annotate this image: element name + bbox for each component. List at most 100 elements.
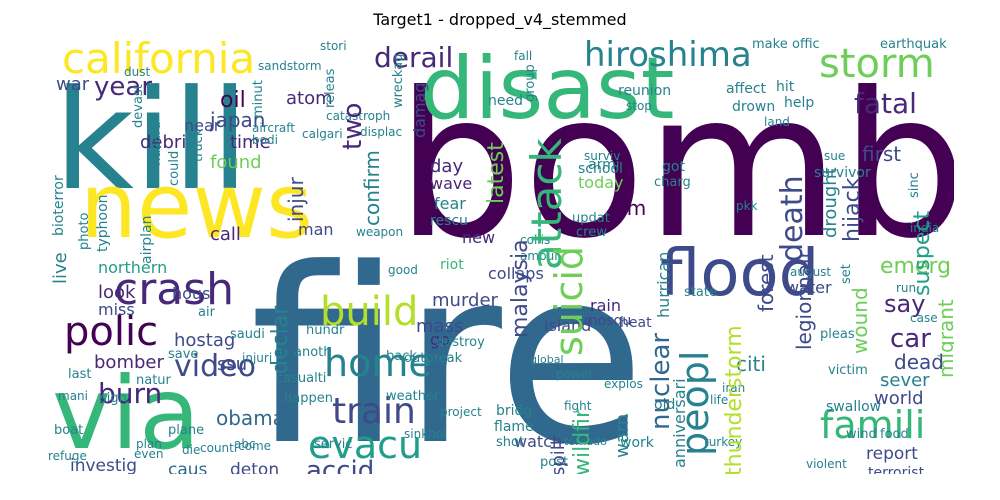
word-look: look — [98, 282, 136, 303]
word-report: report — [866, 444, 918, 464]
word-explos: explos — [604, 377, 643, 391]
word-releas: releas — [323, 68, 338, 108]
word-armi: armi — [588, 157, 620, 173]
word-hazard: hazard — [149, 121, 164, 166]
word-bridg: bridg — [496, 403, 533, 419]
word-victim: victim — [828, 363, 868, 378]
word-fire: fire — [250, 217, 646, 474]
word-california: california — [62, 38, 256, 83]
word-accid: accid — [306, 456, 375, 474]
word-fatal: fatal — [854, 87, 917, 120]
word-injur: injur — [284, 177, 308, 222]
word-kill: kill — [54, 60, 249, 221]
word-damag: damag — [410, 82, 429, 138]
word-thunderstorm: thunderstorm — [722, 325, 747, 474]
word-group: group — [523, 64, 538, 102]
word-sinc: sinc — [907, 172, 922, 198]
word-investig: investig — [70, 456, 138, 475]
word-flood: flood — [660, 237, 820, 311]
word-air: air — [198, 305, 215, 320]
word-sandstorm: sandstorm — [258, 59, 322, 73]
word-typhoon: typhoon — [95, 194, 111, 252]
word-migrant: migrant — [934, 299, 954, 378]
word-warn: warn — [612, 413, 633, 458]
word-land: land — [764, 115, 790, 129]
word-northern: northern — [98, 258, 168, 277]
word-day: day — [430, 156, 464, 177]
word-derail: derail — [374, 41, 454, 74]
word-oil: oil — [220, 88, 246, 113]
word-famili: famili — [820, 403, 926, 447]
word-go: go — [430, 330, 450, 349]
word-murder: murder — [432, 290, 498, 311]
word-counti: counti — [200, 441, 238, 455]
word-storm: storm — [819, 41, 935, 87]
word-sue: sue — [824, 149, 846, 163]
word-deton: deton — [230, 460, 280, 475]
word-latest: latest — [484, 142, 509, 204]
word-mani: mani — [58, 389, 88, 403]
word-shot: shot — [496, 435, 525, 450]
word-news: news — [80, 154, 313, 259]
word-save: save — [168, 347, 199, 362]
word-hijack: hijack — [840, 177, 865, 243]
word-wind: wind — [846, 427, 877, 442]
word-boat: boat — [54, 423, 84, 438]
word-stop: stop — [626, 99, 652, 113]
word-casualti: casualti — [276, 371, 327, 386]
word-abc: abc — [234, 437, 256, 451]
word-caus: caus — [168, 460, 208, 475]
word-weapon: weapon — [356, 225, 404, 239]
word-water: water — [786, 278, 832, 297]
word-plane: plane — [168, 423, 205, 438]
word-truck: truck — [191, 128, 206, 162]
word-live: live — [50, 252, 71, 284]
word-set: set — [839, 264, 854, 284]
word-iran: iran — [722, 381, 746, 395]
word-anniversari: anniversari — [670, 378, 689, 468]
word-stori: stori — [320, 39, 347, 53]
word-island: island — [544, 316, 592, 335]
word-affect: affect — [726, 81, 767, 97]
word-run: run — [896, 281, 917, 295]
word-call: call — [210, 224, 241, 245]
word-atom: atom — [286, 88, 333, 109]
word-legionnair: legionnair — [792, 250, 816, 350]
word-video: video — [174, 349, 256, 384]
word-drought: drought — [820, 167, 841, 238]
word-car: car — [890, 324, 931, 354]
word-time: time — [230, 132, 271, 153]
word-bioterror: bioterror — [51, 175, 67, 236]
word-refuge: refuge — [48, 449, 87, 463]
word-riot: riot — [440, 257, 464, 273]
word-watch: watch — [514, 432, 563, 451]
word-pleas: pleas — [820, 327, 855, 342]
word-happen: happen — [284, 391, 333, 406]
word-could: could — [167, 150, 182, 186]
word-fear: fear — [434, 194, 466, 213]
word-train: train — [332, 391, 416, 432]
word-forest: forest — [754, 254, 778, 312]
word-sever: sever — [880, 370, 930, 391]
word-even: even — [134, 447, 164, 461]
word-near: near — [184, 116, 221, 135]
word-world: world — [874, 388, 924, 409]
word-power: power — [556, 367, 594, 381]
word-saudi: saudi — [230, 327, 265, 342]
word-bomb: bomb — [396, 50, 954, 283]
word-tornado: tornado — [564, 435, 607, 448]
word-death: death — [775, 175, 810, 262]
word-swallow: swallow — [826, 399, 882, 415]
word-emerg: emerg — [880, 254, 952, 279]
word-hurrican: hurrican — [654, 251, 673, 318]
word-make: make — [752, 38, 788, 52]
word-turkey: turkey — [704, 435, 743, 449]
word-violent: violent — [806, 457, 847, 471]
word-via: via — [52, 355, 201, 472]
word-dead: dead — [894, 350, 944, 374]
word-ambul: ambul — [520, 249, 558, 263]
word-suicid: suicid — [547, 245, 591, 356]
word-work: work — [620, 435, 654, 451]
word-come: come — [238, 439, 272, 453]
word-wreckag: wreckag — [391, 53, 406, 108]
